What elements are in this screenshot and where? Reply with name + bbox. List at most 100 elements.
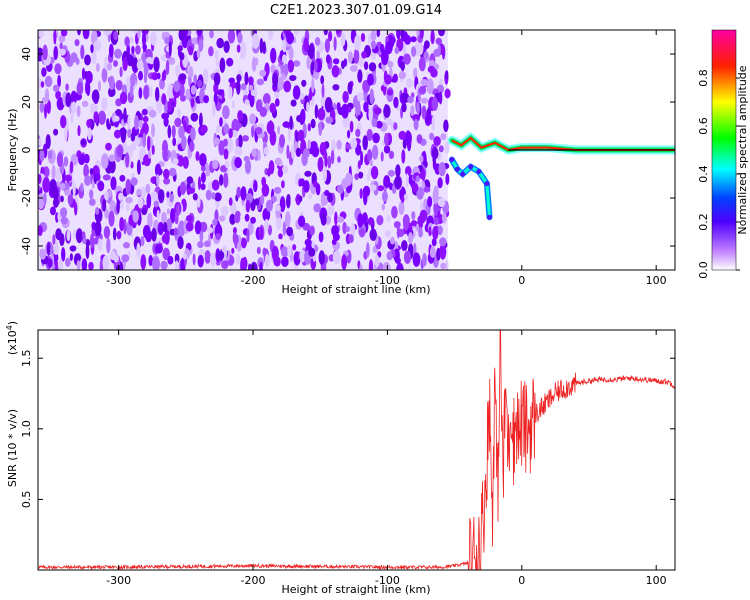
noise-speckle xyxy=(209,30,214,39)
noise-speckle xyxy=(129,37,134,44)
noise-speckle xyxy=(227,30,236,44)
noise-speckle xyxy=(156,173,160,187)
noise-speckle xyxy=(251,148,257,158)
noise-speckle xyxy=(278,233,283,240)
noise-speckle xyxy=(139,58,143,70)
noise-speckle xyxy=(342,221,347,235)
noise-speckle xyxy=(260,194,265,205)
noise-speckle xyxy=(362,135,369,151)
noise-speckle xyxy=(215,124,221,134)
noise-speckle xyxy=(309,225,315,236)
noise-speckle xyxy=(204,250,211,264)
noise-speckle xyxy=(236,74,242,82)
noise-speckle xyxy=(66,229,71,242)
noise-speckle xyxy=(387,169,395,177)
signal-tail-point xyxy=(468,164,474,170)
noise-speckle xyxy=(315,183,321,196)
noise-speckle xyxy=(237,32,243,44)
noise-speckle xyxy=(55,90,61,100)
noise-speckle xyxy=(349,120,354,133)
noise-speckle xyxy=(369,159,373,167)
noise-speckle xyxy=(398,201,405,215)
noise-speckle xyxy=(259,261,263,270)
noise-speckle xyxy=(97,180,105,192)
noise-speckle xyxy=(143,85,149,100)
noise-speckle xyxy=(238,134,243,148)
noise-speckle xyxy=(412,114,420,122)
noise-speckle xyxy=(151,123,155,138)
noise-speckle xyxy=(234,213,241,224)
noise-speckle xyxy=(240,257,245,270)
noise-speckle xyxy=(423,186,431,193)
noise-speckle xyxy=(393,96,399,109)
noise-speckle xyxy=(289,75,297,81)
spectrogram-signal xyxy=(447,132,675,221)
noise-speckle xyxy=(321,83,325,98)
noise-speckle xyxy=(328,30,333,42)
noise-speckle xyxy=(92,89,100,104)
noise-speckle xyxy=(150,191,158,201)
noise-speckle xyxy=(382,261,391,270)
noise-speckle xyxy=(228,197,233,206)
noise-speckle xyxy=(382,190,388,202)
noise-speckle xyxy=(283,63,289,77)
noise-speckle xyxy=(341,60,345,69)
noise-speckle xyxy=(119,217,125,232)
noise-speckle xyxy=(143,71,148,84)
noise-speckle xyxy=(140,186,146,199)
noise-speckle xyxy=(162,247,170,260)
noise-speckle xyxy=(130,177,138,186)
noise-speckle xyxy=(103,226,111,239)
noise-speckle xyxy=(125,152,130,168)
noise-speckle xyxy=(151,145,155,155)
noise-speckle xyxy=(146,193,152,209)
noise-speckle xyxy=(411,182,419,193)
noise-speckle xyxy=(170,208,176,224)
noise-speckle xyxy=(168,40,172,57)
noise-speckle xyxy=(347,51,353,64)
noise-speckle xyxy=(38,193,45,210)
noise-speckle xyxy=(134,115,139,130)
noise-speckle xyxy=(368,106,374,122)
noise-speckle xyxy=(49,179,57,193)
noise-speckle xyxy=(287,244,292,257)
noise-speckle xyxy=(279,134,285,148)
noise-speckle xyxy=(107,189,112,198)
noise-speckle xyxy=(354,173,359,181)
noise-speckle xyxy=(396,262,404,270)
noise-speckle xyxy=(251,125,255,138)
noise-speckle xyxy=(116,199,120,214)
noise-speckle xyxy=(272,72,279,88)
noise-speckle xyxy=(166,191,170,198)
noise-speckle xyxy=(69,245,77,252)
noise-speckle xyxy=(433,136,441,146)
noise-speckle xyxy=(57,258,64,270)
noise-speckle xyxy=(300,92,304,101)
noise-speckle xyxy=(259,227,264,241)
noise-speckle xyxy=(142,132,147,148)
noise-speckle xyxy=(75,228,83,244)
noise-speckle xyxy=(72,180,76,197)
noise-speckle xyxy=(267,224,272,236)
noise-speckle xyxy=(353,48,360,64)
noise-speckle xyxy=(433,217,440,225)
noise-speckle xyxy=(418,85,427,95)
snr-y-scale-label: (x104) xyxy=(5,321,19,355)
noise-speckle xyxy=(366,128,373,141)
noise-speckle xyxy=(318,121,323,136)
noise-speckle xyxy=(427,196,433,208)
noise-speckle xyxy=(401,102,407,113)
noise-speckle xyxy=(179,52,185,61)
y-tick-label: -20 xyxy=(20,189,33,207)
noise-speckle xyxy=(81,258,88,270)
noise-speckle xyxy=(199,230,204,242)
noise-speckle xyxy=(167,124,172,139)
noise-speckle xyxy=(311,78,315,94)
noise-speckle xyxy=(70,111,74,124)
colorbar-label: Normalized spectral amplitude xyxy=(736,65,749,234)
noise-speckle xyxy=(76,150,82,158)
noise-speckle xyxy=(398,71,407,80)
noise-speckle xyxy=(371,144,379,160)
noise-speckle xyxy=(360,150,364,166)
noise-speckle xyxy=(229,213,236,225)
